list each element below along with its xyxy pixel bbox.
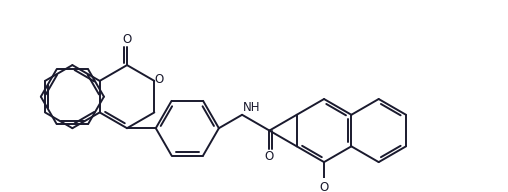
Text: O: O <box>155 73 164 86</box>
Text: O: O <box>122 33 132 46</box>
Text: O: O <box>320 181 329 192</box>
Text: NH: NH <box>243 101 260 114</box>
Text: O: O <box>265 150 274 163</box>
